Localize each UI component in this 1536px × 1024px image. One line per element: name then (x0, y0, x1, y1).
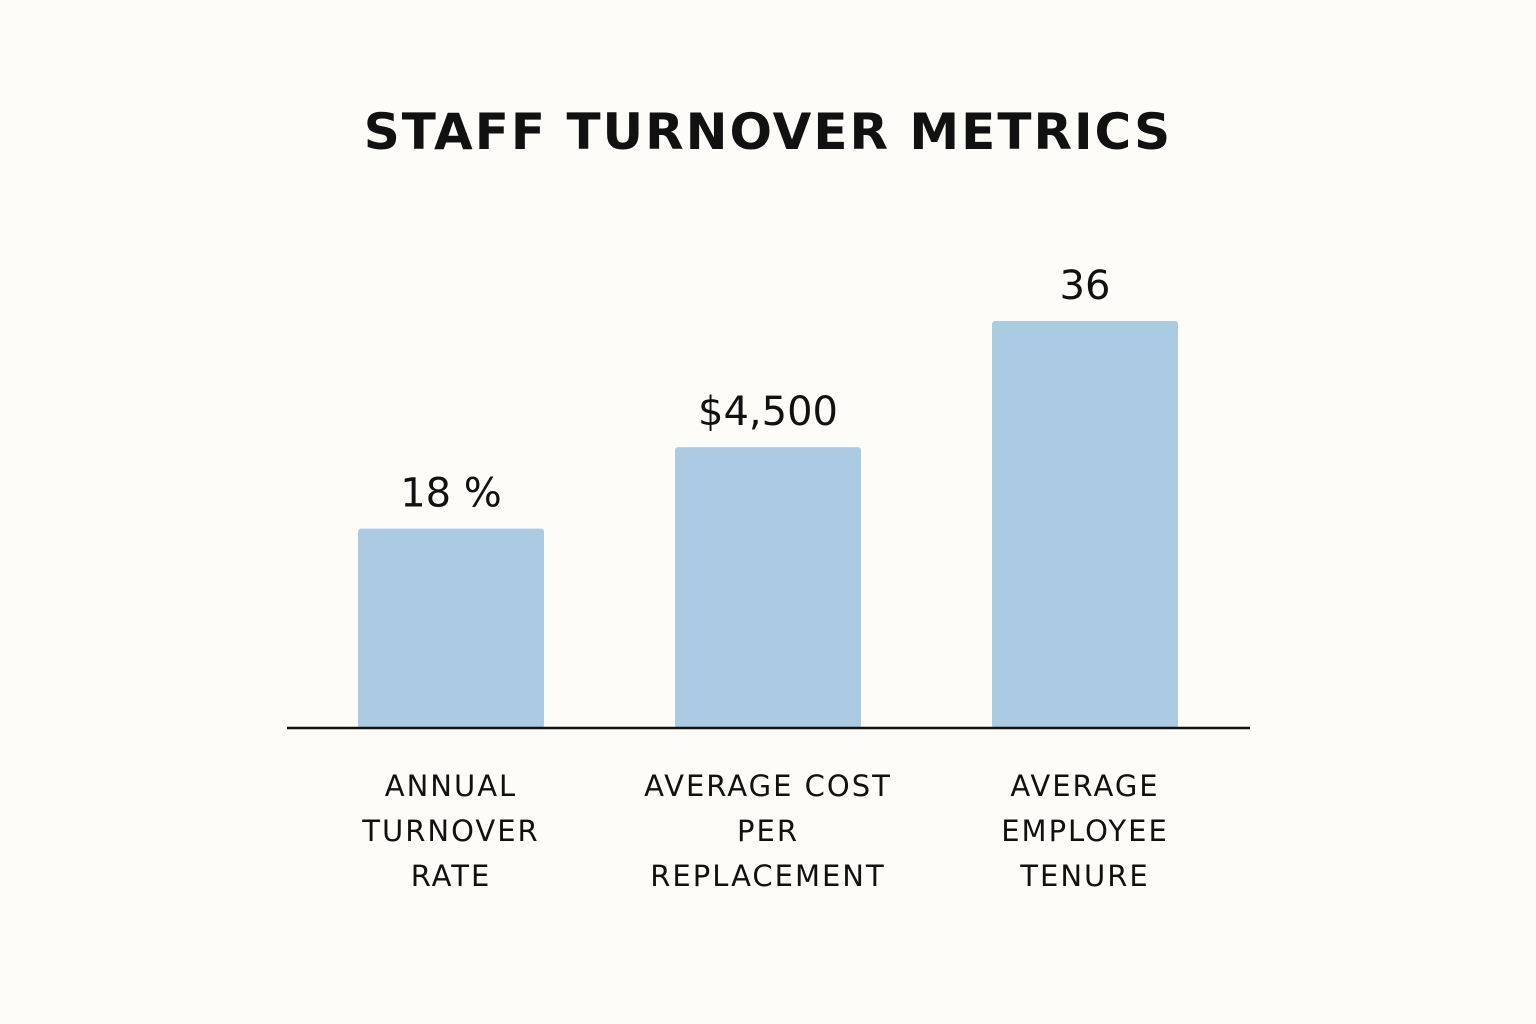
chart-title: STAFF TURNOVER METRICS (363, 103, 1173, 161)
category-label-1-line-2: TURNOVER (361, 814, 539, 848)
category-label-1-line-3: RATE (411, 859, 492, 893)
category-label-3-line-1: AVERAGE (1010, 769, 1159, 803)
category-labels-layer: ANNUAL TURNOVER RATE AVERAGE COST PER REPLACE… (361, 769, 1169, 893)
value-labels-layer: 18 % $4,500 36 (400, 263, 1110, 517)
category-label-2-line-3: REPLACEMENT (650, 859, 885, 893)
category-label-2-line-1: AVERAGE COST (644, 769, 892, 803)
category-label-3-line-2: EMPLOYEE (1001, 814, 1169, 848)
bar-1 (358, 528, 544, 728)
category-label-1-line-1: ANNUAL (385, 769, 517, 803)
bar-2 (675, 447, 861, 728)
category-label-3-line-3: TENURE (1019, 859, 1149, 893)
category-label-2-line-2: PER (737, 814, 799, 848)
bar-value-label-3: 36 (1060, 263, 1111, 309)
bar-value-label-2: $4,500 (698, 389, 838, 435)
bar-3 (992, 321, 1178, 728)
bars-layer (358, 321, 1178, 728)
bar-value-label-1: 18 % (400, 471, 502, 517)
